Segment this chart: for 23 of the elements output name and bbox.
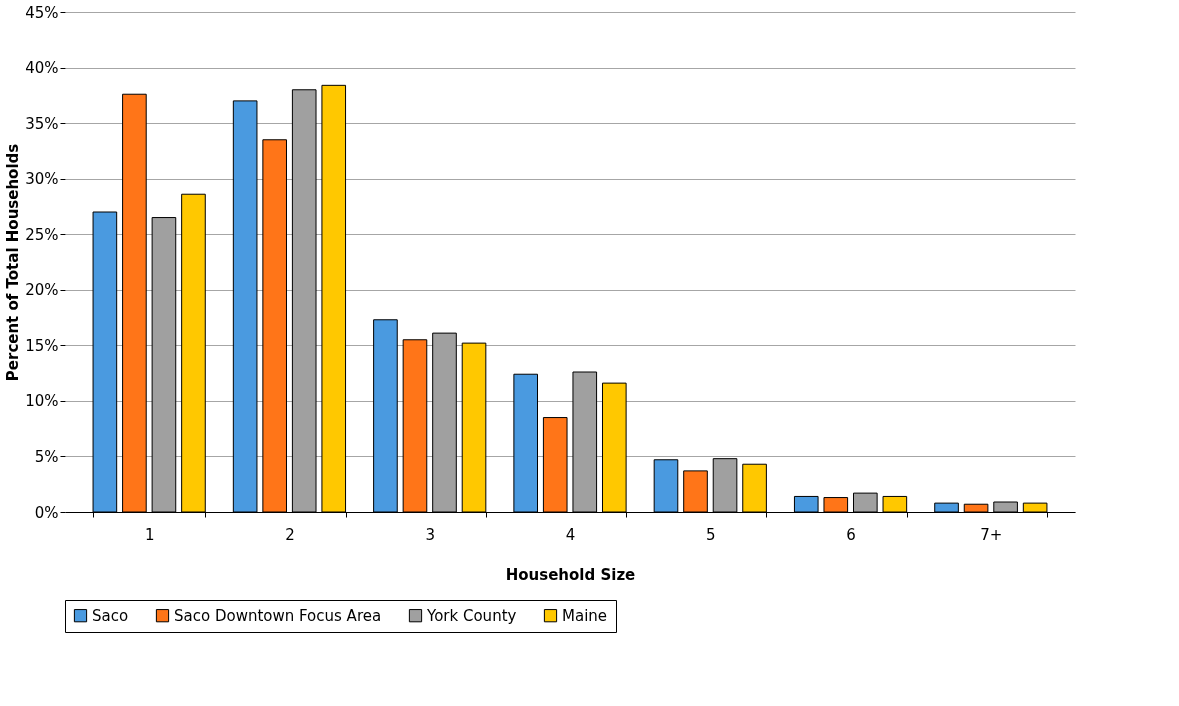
y-tick-label: 10% [25,392,59,411]
x-tick-label: 1 [144,525,155,544]
legend-label: Maine [562,606,608,625]
x-tick-label: 4 [565,525,576,544]
legend-label: York County [426,606,517,625]
y-tick-label: 5% [34,447,59,466]
y-tick-label: 15% [25,336,59,355]
y-tick-label: 20% [25,281,59,300]
legend-label: Saco [92,606,129,625]
x-tick-label: 6 [846,525,856,544]
y-axis-title: Percent of Total Households [4,143,23,382]
x-axis-title: Household Size [505,565,636,584]
x-tick-label: 2 [285,525,295,544]
legend-label: Saco Downtown Focus Area [174,606,382,625]
y-tick-label: 35% [25,114,59,133]
x-tick-label: 5 [706,525,716,544]
x-tick-label: 3 [425,525,435,544]
y-tick-label: 40% [25,59,59,78]
y-tick-label: 0% [34,503,59,522]
y-tick-label: 45% [25,3,59,22]
y-tick-label: 25% [25,225,59,244]
x-tick-label: 7+ [980,525,1003,544]
y-tick-label: 30% [25,170,59,189]
